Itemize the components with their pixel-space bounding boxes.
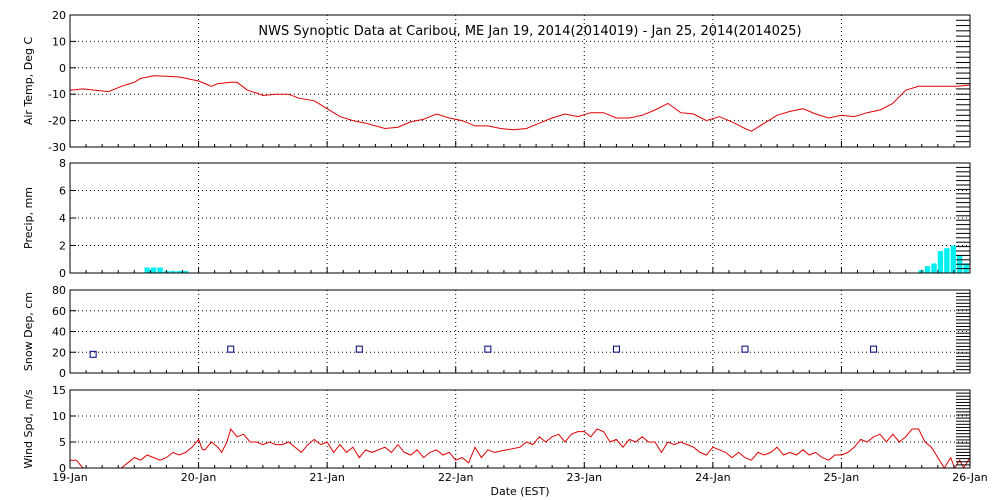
y-tick-label: 10 — [52, 410, 66, 423]
precip-bar — [144, 267, 150, 273]
y-tick-label: -10 — [48, 88, 66, 101]
x-tick-label: 20-Jan — [181, 471, 217, 484]
y-tick-label: -30 — [48, 141, 66, 154]
y-tick-label: 10 — [52, 35, 66, 48]
series-line — [69, 75, 971, 132]
y-tick-label: 0 — [59, 62, 66, 75]
chart-title: NWS Synoptic Data at Caribou, ME Jan 19,… — [258, 24, 801, 39]
panel-frame — [69, 389, 971, 469]
x-tick-label: 25-Jan — [824, 471, 860, 484]
panel-3: 80 60 40 20 0 Snow Dep, cm — [22, 284, 971, 380]
precip-bar — [183, 270, 189, 273]
x-tick-label: 24-Jan — [695, 471, 731, 484]
y-tick-label: 8 — [59, 157, 66, 170]
y-tick-label: 6 — [59, 185, 66, 198]
panel-2: 8 6 4 2 0 Precip, mm — [22, 157, 971, 280]
snow-depth-marker — [612, 345, 620, 353]
x-tick-label: 23-Jan — [567, 471, 603, 484]
snow-depth-marker — [484, 345, 492, 353]
precip-bar — [937, 251, 944, 273]
y-tick-label: 0 — [59, 367, 66, 380]
precip-bar — [950, 245, 956, 273]
series-line — [70, 427, 971, 470]
snow-depth-marker — [89, 350, 97, 358]
y-axis-label: Precip, mm — [22, 187, 35, 249]
x-tick-label: 22-Jan — [438, 471, 474, 484]
precip-bar — [918, 270, 924, 273]
y-axis-label: Snow Dep, cm — [22, 292, 35, 371]
x-axis-label: Date (EST) — [490, 485, 549, 498]
y-axis-label: Air Temp, Deg C — [22, 37, 35, 126]
snow-depth-marker — [741, 345, 749, 353]
precip-bar — [944, 248, 950, 273]
snow-depth-marker — [870, 345, 878, 353]
panel-1: 20 10 0 -10 -20 -30 Air Temp, Deg C — [22, 9, 971, 154]
y-tick-label: 0 — [59, 267, 66, 280]
y-tick-label: -20 — [48, 115, 66, 128]
y-tick-label: 4 — [59, 212, 66, 225]
precip-bar — [170, 270, 176, 273]
y-tick-label: 20 — [52, 9, 66, 22]
panel-4: 15 10 5 0 Wind Spd, m/s — [22, 384, 971, 475]
y-tick-label: 80 — [52, 284, 66, 297]
snow-depth-marker — [355, 345, 363, 353]
y-tick-label: 40 — [52, 326, 66, 339]
y-tick-label: 15 — [52, 384, 66, 397]
y-axis-label: Wind Spd, m/s — [22, 389, 35, 469]
x-tick-label: 19-Jan — [52, 471, 88, 484]
y-tick-label: 60 — [52, 305, 66, 318]
y-tick-label: 0 — [59, 462, 66, 475]
precip-bar — [150, 267, 157, 273]
snow-depth-marker — [227, 345, 235, 353]
precip-bar — [924, 266, 931, 273]
precip-bar — [931, 263, 937, 273]
y-tick-label: 20 — [52, 346, 66, 359]
precip-bar — [176, 270, 182, 273]
y-tick-label: 5 — [59, 436, 66, 449]
y-tick-label: 2 — [59, 240, 66, 253]
precip-bar — [157, 267, 163, 273]
x-tick-label: 26-Jan — [952, 471, 988, 484]
x-tick-label: 21-Jan — [309, 471, 345, 484]
